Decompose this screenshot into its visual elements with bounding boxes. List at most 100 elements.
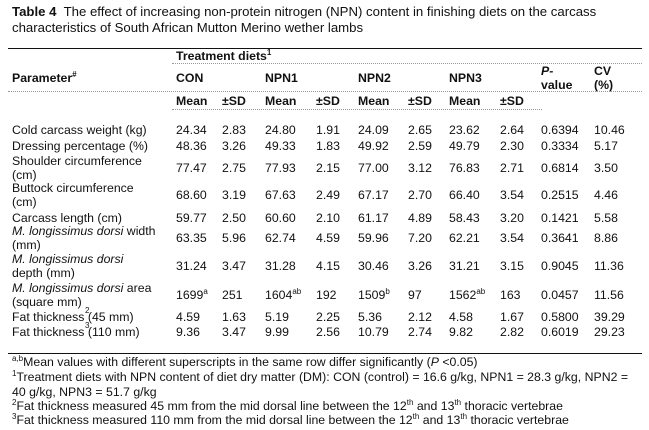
table-cell: 59.96	[358, 231, 389, 245]
table-cell: 49.33	[265, 139, 296, 153]
footnote: 40 g/kg, NPN3 = 51.7 g/kg	[12, 385, 157, 399]
table-cell: 29.23	[594, 325, 625, 339]
bottom-rule	[8, 353, 642, 354]
table-cell: 3.26	[408, 259, 432, 273]
table-cell: 3.15	[500, 259, 524, 273]
parameter-label: Dressing percentage (%)	[12, 139, 149, 153]
table-cell: 1604ab	[265, 286, 302, 302]
table-cell: 163	[500, 288, 521, 302]
table-cell: 1.83	[316, 139, 340, 153]
mean-subheader: Mean	[449, 94, 481, 108]
table-cell: 2.64	[500, 123, 524, 137]
table-cell: 31.28	[265, 259, 296, 273]
table-cell: 4.15	[316, 259, 340, 273]
table-cell: 251	[222, 288, 243, 302]
table-cell: 39.29	[594, 310, 625, 324]
table-cell: 0.9045	[541, 259, 579, 273]
table-cell: 31.21	[449, 259, 480, 273]
table-cell: 4.89	[408, 211, 432, 225]
table-cell: 3.47	[222, 259, 246, 273]
table-cell: 24.09	[358, 123, 389, 137]
table-cell: 2.59	[408, 139, 432, 153]
table-cell: 3.26	[222, 139, 246, 153]
footnote: 2Fat thickness measured 45 mm from the m…	[12, 397, 563, 413]
table-cell: 3.20	[500, 211, 524, 225]
parameter-footnote-marker: 3	[84, 321, 90, 330]
table-cell: 10.46	[594, 123, 625, 137]
parameter-header: Parameter#	[12, 69, 77, 85]
table-cell: 58.43	[449, 211, 480, 225]
table-cell: 11.36	[594, 259, 624, 273]
table-cell: 9.82	[449, 325, 473, 339]
parameter-label: Carcass length (cm)	[12, 211, 123, 225]
table-cell: 2.30	[500, 139, 524, 153]
table-cell: 3.54	[500, 231, 524, 245]
table-cell: 2.75	[222, 161, 246, 175]
table-cell: 62.21	[449, 231, 480, 245]
sd-subheader: ±SD	[500, 94, 524, 108]
parameter-label: M. longissimus dorsi width (mm)	[12, 224, 156, 252]
table-cell: 11.56	[594, 288, 624, 302]
table-cell: 2.56	[316, 325, 340, 339]
table-cell: 2.74	[408, 325, 432, 339]
table-cell: 77.93	[265, 161, 296, 175]
table-cell: 30.46	[358, 259, 389, 273]
table-cell: 0.6019	[541, 325, 579, 339]
table-cell: 4.59	[316, 231, 340, 245]
table-cell: 3.54	[500, 188, 524, 202]
table-cell: 0.6814	[541, 161, 579, 175]
table-cell: 49.79	[449, 139, 480, 153]
table-cell: 1.91	[316, 123, 340, 137]
mean-subheader: Mean	[176, 94, 208, 108]
table-cell: 5.36	[358, 310, 382, 324]
table-cell: 97	[408, 288, 422, 302]
parameter-label: M. longissimus dorsi area (square mm)	[12, 281, 152, 309]
table-cell: 60.60	[265, 211, 296, 225]
table-cell: 4.59	[176, 310, 200, 324]
table-cell: 2.25	[316, 310, 340, 324]
treatment-diets-header: Treatment diets1	[176, 47, 272, 63]
table-cell: 2.15	[316, 161, 340, 175]
parameter-label: Shoulder circumference (cm)	[12, 154, 142, 182]
table-cell: 77.47	[176, 161, 207, 175]
table-cell: 2.82	[500, 325, 524, 339]
table-cell: 2.50	[222, 211, 246, 225]
table-cell: 24.34	[176, 123, 207, 137]
table-label: Table 4	[12, 4, 57, 19]
table-cell: 3.47	[222, 325, 246, 339]
sd-subheader: ±SD	[316, 94, 340, 108]
table-cell: 5.17	[594, 139, 618, 153]
table-cell: 5.96	[222, 231, 246, 245]
table-cell: 7.20	[408, 231, 432, 245]
table-cell: 68.60	[176, 188, 207, 202]
table-cell: 0.5800	[541, 310, 579, 324]
cv-header: CV (%)	[594, 64, 614, 92]
table-cell: 2.65	[408, 123, 432, 137]
parameter-label: Buttock circumference (cm)	[12, 181, 134, 209]
table-cell: 3.12	[408, 161, 432, 175]
table-cell: 1699a	[176, 286, 208, 302]
table-cell: 62.74	[265, 231, 296, 245]
table-cell: 2.49	[316, 188, 340, 202]
table-cell: 31.24	[176, 259, 207, 273]
parameter-label: Fat thickness (45 mm) 2	[12, 306, 134, 325]
divider	[8, 91, 642, 92]
table-cell: 77.00	[358, 161, 389, 175]
parameter-label: Fat thickness (110 mm) 3	[12, 321, 140, 340]
table-cell: 1562ab	[449, 286, 486, 302]
table-cell: 1509b	[358, 286, 390, 302]
table-cell: 59.77	[176, 211, 207, 225]
parameter-label: Cold carcass weight (kg)	[12, 123, 147, 137]
footnote: 3Fat thickness measured 110 mm from the …	[12, 411, 569, 427]
parameter-footnote-marker: 2	[84, 306, 90, 315]
table-cell: 2.71	[500, 161, 524, 175]
diet-header-con: CON	[176, 71, 204, 85]
table-cell: 192	[316, 288, 337, 302]
table-cell: 63.35	[176, 231, 207, 245]
table-cell: 2.12	[408, 310, 432, 324]
table-cell: 49.92	[358, 139, 389, 153]
table-cell: 0.6394	[541, 123, 579, 137]
sd-subheader: ±SD	[222, 94, 246, 108]
table-cell: 8.86	[594, 231, 618, 245]
